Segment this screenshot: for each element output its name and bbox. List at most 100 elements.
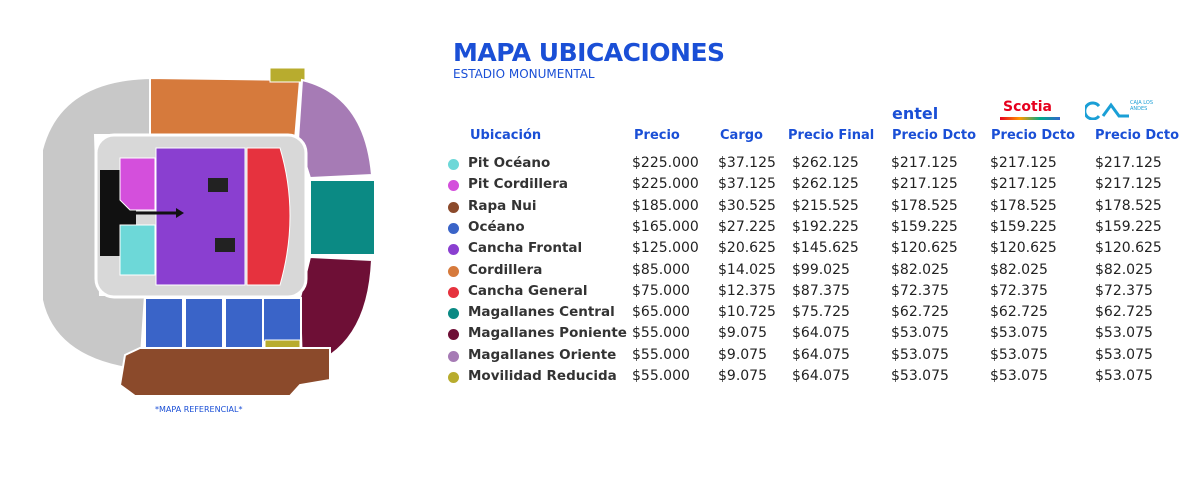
price-cell: $75.000 xyxy=(632,282,690,299)
price-cell: $53.075 xyxy=(1095,368,1153,384)
location-name: Movilidad Reducida xyxy=(468,368,617,384)
legend-dot xyxy=(448,244,459,256)
scotia-bar xyxy=(1000,117,1060,120)
price-cell: $20.625 xyxy=(718,240,776,257)
section xyxy=(296,78,374,180)
map-note: *MAPA REFERENCIAL* xyxy=(155,405,243,414)
price-cell: $85.000 xyxy=(632,261,690,278)
price-cell: $165.000 xyxy=(632,218,699,235)
location-name: Rapa Nui xyxy=(468,197,537,214)
stadium-map xyxy=(41,67,376,397)
price-cell: $64.075 xyxy=(792,325,850,342)
column-header: Ubicación xyxy=(470,128,542,143)
price-cell: $82.025 xyxy=(1095,261,1153,278)
location-name: Magallanes Central xyxy=(468,304,615,321)
price-cell: $53.075 xyxy=(990,325,1048,342)
price-cell: $120.625 xyxy=(1095,240,1162,257)
price-cell: $159.225 xyxy=(990,218,1057,235)
price-cell: $217.125 xyxy=(990,155,1057,171)
price-cell: $120.625 xyxy=(891,240,958,257)
subtitle: ESTADIO MONUMENTAL xyxy=(453,67,595,81)
legend-dot xyxy=(448,329,459,341)
location-name: Cancha Frontal xyxy=(468,240,583,257)
column-header: Precio Dcto xyxy=(1095,128,1180,143)
price-cell: $10.725 xyxy=(718,304,776,321)
price-cell: $159.225 xyxy=(891,218,958,235)
section xyxy=(262,297,302,343)
price-cell: $53.075 xyxy=(990,368,1048,384)
price-cell: $9.075 xyxy=(718,368,767,384)
price-cell: $215.525 xyxy=(792,197,859,214)
price-cell: $185.000 xyxy=(632,197,699,214)
legend-dot xyxy=(448,180,459,192)
price-cell: $53.075 xyxy=(891,325,949,342)
legend-dot xyxy=(448,159,459,170)
location-name: Océano xyxy=(468,218,525,235)
section xyxy=(309,179,376,256)
price-cell: $178.525 xyxy=(891,197,958,214)
field xyxy=(155,147,246,286)
location-name: Magallanes Poniente xyxy=(468,325,627,342)
price-cell: $27.225 xyxy=(718,218,776,235)
location-name: Magallanes Oriente xyxy=(468,346,617,363)
caja-shape xyxy=(1085,101,1129,120)
price-cell: $62.725 xyxy=(990,304,1048,321)
price-cell: $262.125 xyxy=(792,176,859,193)
price-cell: $9.075 xyxy=(718,325,767,342)
location-name: Cordillera xyxy=(468,261,543,278)
price-cell: $30.525 xyxy=(718,197,776,214)
price-cell: $178.525 xyxy=(990,197,1057,214)
legend-dot xyxy=(448,201,459,213)
price-cell: $145.625 xyxy=(792,240,859,257)
price-cell: $37.125 xyxy=(718,176,776,193)
section xyxy=(118,347,331,397)
pit xyxy=(119,224,156,276)
price-cell: $82.025 xyxy=(891,261,949,278)
price-cell: $72.375 xyxy=(990,282,1048,299)
section xyxy=(144,297,184,349)
section xyxy=(184,297,224,349)
price-cell: $64.075 xyxy=(792,368,850,384)
price-cell: $64.075 xyxy=(792,346,850,363)
price-cell: $87.375 xyxy=(792,282,850,299)
column-header: Precio xyxy=(634,128,680,143)
price-cell: $192.225 xyxy=(792,218,859,235)
legend-dot xyxy=(448,265,459,277)
section xyxy=(149,76,302,142)
price-cell: $72.375 xyxy=(1095,282,1153,299)
price-cell: $14.025 xyxy=(718,261,776,278)
price-cell: $217.125 xyxy=(1095,176,1162,193)
column-header: Cargo xyxy=(720,128,763,143)
legend-dot xyxy=(448,222,459,234)
price-cell: $125.000 xyxy=(632,240,699,257)
tower xyxy=(215,238,235,252)
price-cell: $262.125 xyxy=(792,155,859,171)
location-name: Pit Océano xyxy=(468,155,551,171)
column-header: Precio Dcto xyxy=(991,128,1076,143)
price-cell: $53.075 xyxy=(891,368,949,384)
section xyxy=(224,297,264,349)
price-cell: $72.375 xyxy=(891,282,949,299)
price-cell: $178.525 xyxy=(1095,197,1162,214)
column-header: Precio Dcto xyxy=(892,128,977,143)
location-name: Cancha General xyxy=(468,282,588,299)
pit xyxy=(119,157,156,211)
price-cell: $53.075 xyxy=(990,346,1048,363)
price-cell: $217.125 xyxy=(891,155,958,171)
field xyxy=(246,147,291,286)
column-header: Precio Final xyxy=(788,128,875,143)
price-cell: $159.225 xyxy=(1095,218,1162,235)
price-cell: $12.375 xyxy=(718,282,776,299)
price-cell: $9.075 xyxy=(718,346,767,363)
price-cell: $55.000 xyxy=(632,325,690,342)
runway xyxy=(176,208,184,218)
price-cell: $55.000 xyxy=(632,368,690,384)
price-cell: $217.125 xyxy=(1095,155,1162,171)
legend-dot xyxy=(448,286,459,298)
price-cell: $37.125 xyxy=(718,155,776,171)
price-cell: $82.025 xyxy=(990,261,1048,278)
price-cell: $55.000 xyxy=(632,346,690,363)
legend-dot xyxy=(448,308,459,320)
title: MAPA UBICACIONES xyxy=(453,38,725,67)
price-cell: $62.725 xyxy=(891,304,949,321)
